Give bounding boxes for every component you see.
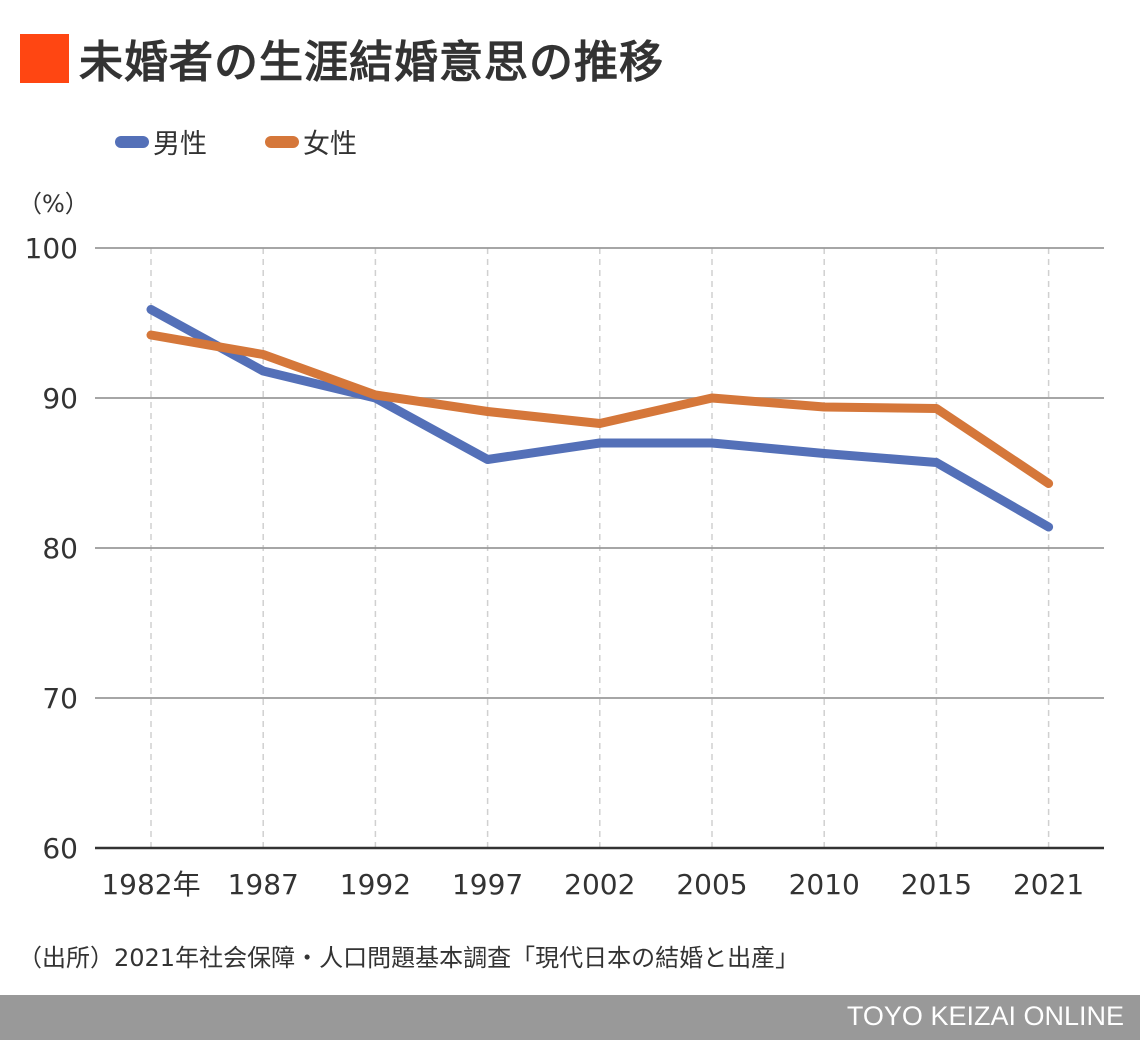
x-tick-label: 1987 [228,868,299,901]
legend-item-female: 女性 [265,122,357,161]
y-tick-label: 80 [42,532,78,565]
brand-label: TOYO KEIZAI ONLINE [846,1001,1124,1031]
legend-swatch-female [265,135,299,148]
y-axis-unit-label: （%） [18,190,89,218]
x-tick-label: 2021 [1013,868,1084,901]
title-accent-square [20,33,69,83]
y-tick-label: 70 [42,682,78,715]
x-tick-label: 2002 [564,868,635,901]
y-tick-label: 100 [25,232,78,265]
x-tick-label: 1992 [340,868,411,901]
legend: 男性 女性 [115,122,415,161]
x-tick-label: 2005 [676,868,747,901]
legend-label-female: 女性 [303,129,357,160]
x-tick-label: 2010 [789,868,860,901]
x-tick-label: 1997 [452,868,523,901]
legend-swatch-male [115,135,149,148]
y-tick-label: 60 [42,832,78,865]
legend-label-male: 男性 [153,129,207,160]
legend-item-male: 男性 [115,122,207,161]
footer-band: TOYO KEIZAI ONLINE [0,995,1140,1040]
title-block: 未婚者の生涯結婚意思の推移 [20,30,664,88]
chart-title: 未婚者の生涯結婚意思の推移 [79,37,664,88]
x-tick-label: 2015 [901,868,972,901]
y-tick-label: 90 [42,382,78,415]
x-tick-label: 1982年 [101,868,200,901]
line-chart: 100 90 80 70 60 1982年 1987 1992 1997 2002 2005 2010… [25,232,1104,901]
source-note: （出所）2021年社会保障・人口問題基本調査「現代日本の結婚と出産」 [18,944,800,972]
